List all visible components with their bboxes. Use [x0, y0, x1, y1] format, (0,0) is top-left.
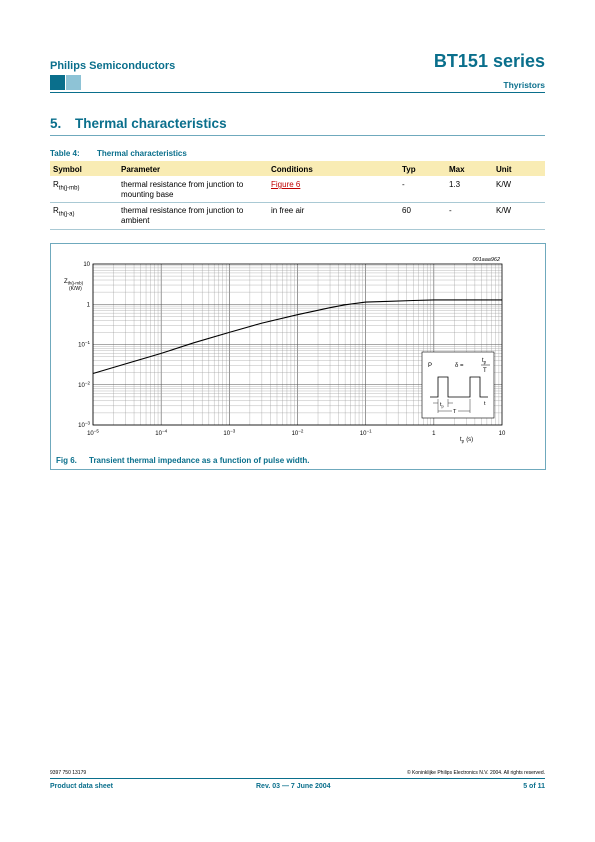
row2-parameter-line1: thermal resistance from junction to: [121, 206, 244, 215]
inset-tp-label-sub: p: [442, 404, 445, 409]
footer-doc-code: 9397 750 13179: [50, 770, 87, 776]
row1-max: 1.3: [449, 180, 461, 189]
footer-copyright: © Koninklijke Philips Electronics N.V. 2…: [406, 770, 545, 776]
col-header-parameter: Parameter: [121, 165, 161, 174]
row1-parameter-line2: mounting base: [121, 190, 174, 199]
y-axis-unit: (K/W): [69, 286, 82, 292]
row1-parameter-line1: thermal resistance from junction to: [121, 180, 244, 189]
document-title: BT151 series: [433, 51, 545, 71]
document-category: Thyristors: [503, 80, 545, 90]
table-caption-title: Thermal characteristics: [97, 149, 187, 158]
row2-conditions: in free air: [271, 206, 305, 215]
y-tick-label: 10−2: [78, 380, 90, 389]
x-tick-label: 10−5: [87, 429, 99, 438]
x-tick-label: 10−4: [155, 429, 167, 438]
inset-delta: δ =: [455, 363, 464, 369]
section-title-text: Thermal characteristics: [75, 116, 227, 131]
row1-parameter: thermal resistance from junction to mount…: [121, 180, 243, 200]
col-header-symbol: Symbol: [53, 165, 82, 174]
table-row: Rth(j-mb) thermal resistance from juncti…: [50, 178, 545, 202]
inset-t-label: t: [484, 401, 486, 407]
x-tick-labels: 10−5 10−4 10−3 10−2 10−1 1 10: [87, 429, 506, 438]
table-bottom-rule: [50, 229, 545, 230]
figure-6-link[interactable]: Figure 6: [271, 180, 301, 189]
table-header: Symbol Parameter Conditions Typ Max Unit: [50, 161, 545, 176]
table-caption: Table 4: Thermal characteristics: [50, 149, 187, 158]
x-tick-label: 10−3: [223, 429, 235, 438]
inset-tp-top-sub: p: [484, 360, 487, 365]
row2-parameter-line2: ambient: [121, 216, 150, 225]
row1-typ: -: [402, 180, 405, 189]
inset-tp-label-main: t: [440, 402, 442, 408]
inset-t-bottom: T: [483, 368, 487, 374]
x-tick-label: 10−1: [360, 429, 372, 438]
inset-T-label: T: [453, 409, 457, 415]
row1-symbol-main: R: [53, 180, 59, 189]
inset-tp-top: tp: [482, 358, 487, 365]
footer-revision: Rev. 03 — 7 June 2004: [256, 783, 331, 790]
x-tick-label: 1: [432, 431, 436, 437]
y-tick-label: 1: [87, 302, 91, 308]
pulse-inset: P δ = tp T tp T t: [421, 351, 495, 419]
x-axis-label-main: t: [460, 437, 462, 443]
figure-caption: Fig 6. Transient thermal impedance as a f…: [56, 456, 309, 465]
y-axis-label: Zth(j-mb): [64, 279, 84, 286]
y-axis-label-sub: th(j-mb): [68, 281, 84, 286]
row2-parameter: thermal resistance from junction to ambie…: [121, 206, 243, 226]
row1-unit: K/W: [496, 180, 512, 189]
figure-frame: [50, 243, 546, 470]
row1-symbol-sub: th(j-mb): [58, 185, 80, 192]
footer-page-number: 5 of 11: [523, 783, 545, 790]
inset-tp-top-main: t: [482, 358, 484, 364]
pulse-waveform: [430, 376, 488, 398]
section-title: 5. Thermal characteristics: [50, 116, 227, 131]
logo-square-dark: [50, 75, 65, 90]
y-axis-label-main: Z: [64, 279, 68, 285]
footer-rule: [50, 778, 545, 779]
row1-symbol: Rth(j-mb): [53, 180, 79, 194]
header-rule: [50, 92, 545, 93]
y-tick-label: 10: [83, 262, 90, 268]
figure-caption-title: Transient thermal impedance as a functio…: [89, 456, 310, 465]
zth-curve: [92, 299, 502, 375]
col-header-typ: Typ: [402, 165, 416, 174]
y-tick-label: 10−3: [78, 421, 90, 430]
footer-doc-type: Product data sheet: [50, 783, 114, 790]
section-number: 5.: [50, 116, 62, 131]
x-tick-label: 10−2: [292, 429, 304, 438]
row2-symbol-main: R: [53, 206, 59, 215]
x-axis-label-unit: (s): [466, 437, 473, 443]
row2-unit: K/W: [496, 206, 512, 215]
row2-max: -: [449, 206, 452, 215]
table-row: Rth(j-a) thermal resistance from junctio…: [50, 204, 545, 228]
table-row-divider: [50, 202, 545, 203]
x-tick-label: 10: [499, 431, 506, 437]
col-header-conditions: Conditions: [271, 165, 313, 174]
row2-typ: 60: [402, 206, 411, 215]
y-tick-label: 10−1: [78, 340, 90, 349]
x-axis-label-sub: p: [462, 439, 465, 444]
col-header-max: Max: [449, 165, 465, 174]
inset-tp-label: tp: [440, 402, 445, 409]
col-header-unit: Unit: [496, 165, 512, 174]
table-caption-label: Table 4:: [50, 149, 80, 158]
x-axis-label: tp (s): [460, 437, 473, 444]
section-rule: [50, 135, 545, 136]
inset-p-label: P: [428, 363, 432, 369]
row2-symbol-sub: th(j-a): [58, 211, 75, 218]
company-name: Philips Semiconductors: [50, 60, 176, 72]
plot-frame: [92, 263, 503, 426]
figure-caption-label: Fig 6.: [56, 456, 77, 465]
inset-frame: [421, 351, 495, 419]
logo-square-light: [66, 75, 81, 90]
y-tick-labels: 10−3 10−2 10−1 1 10: [78, 262, 90, 429]
row2-symbol: Rth(j-a): [53, 206, 74, 220]
figure-code: 001aaa962: [472, 257, 500, 263]
